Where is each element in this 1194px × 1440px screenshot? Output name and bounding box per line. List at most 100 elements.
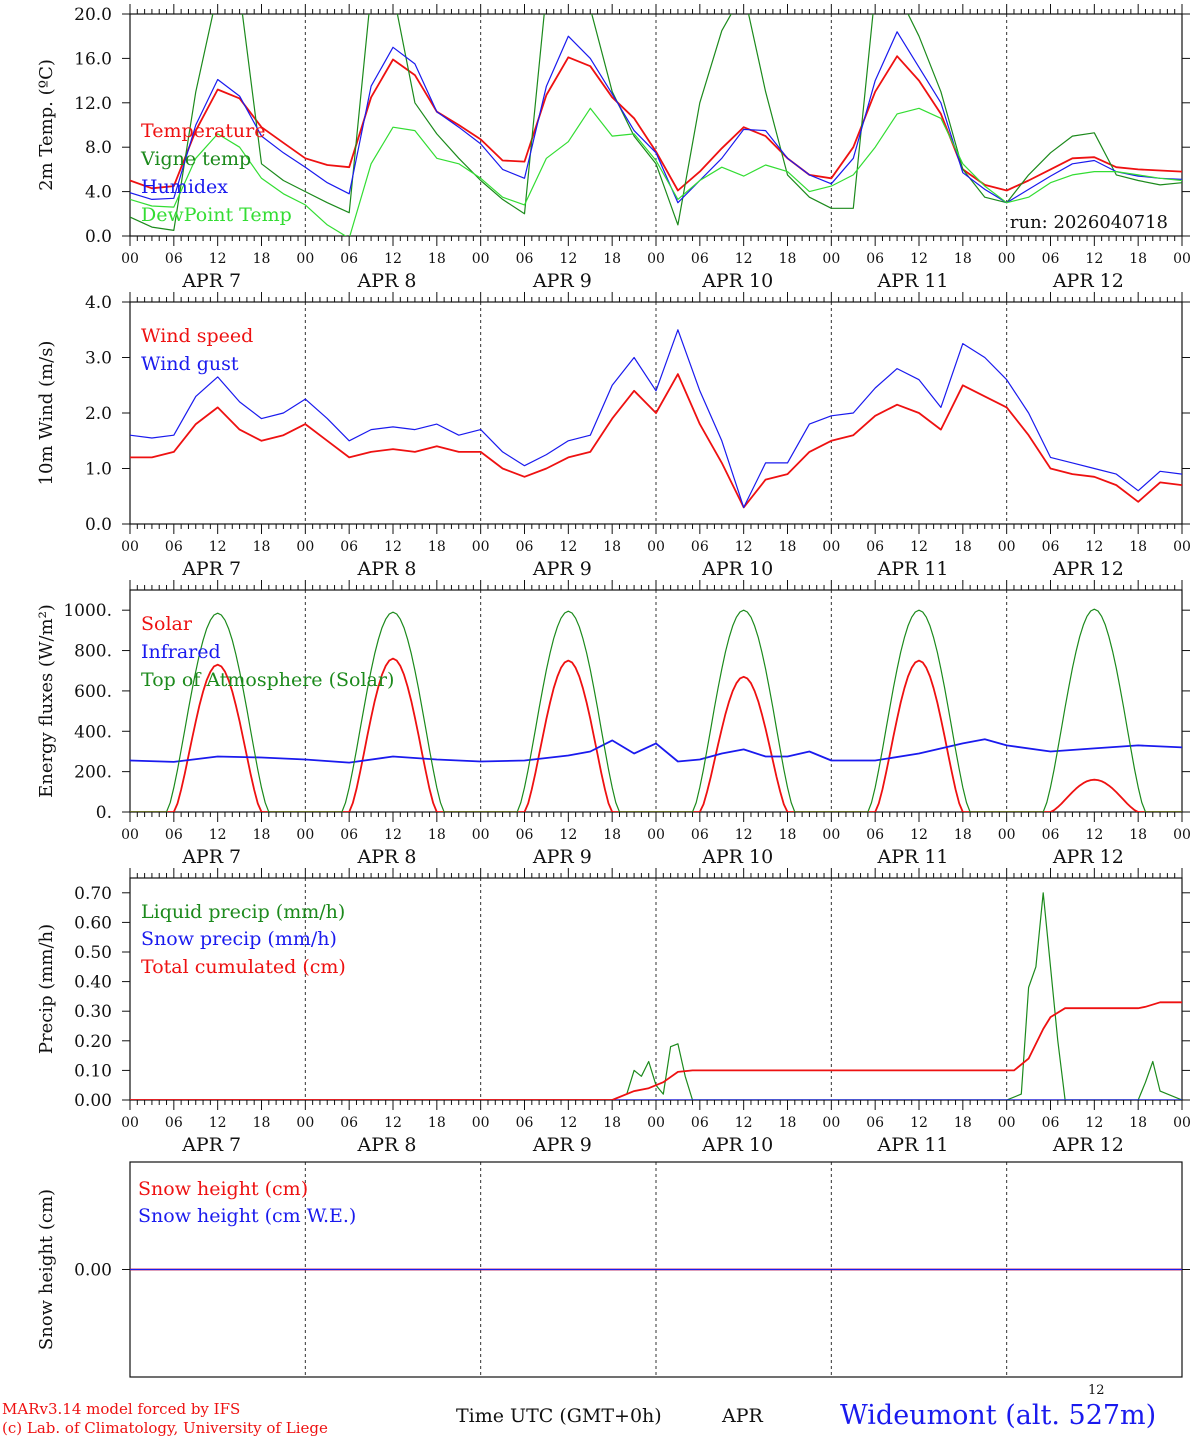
legend-entry: Snow height (cm W.E.) (138, 1205, 356, 1227)
time-axis-label: Time UTC (GMT+0h) (456, 1405, 662, 1427)
y-tick-label: 0.70 (74, 884, 112, 904)
day-label: APR 11 (876, 1134, 948, 1156)
hour-tick-label: 12 (209, 251, 227, 267)
hour-tick-label: 12 (209, 1115, 227, 1131)
hour-tick-label: 00 (121, 1115, 139, 1131)
hour-tick-label: 18 (954, 251, 972, 267)
hour-tick-label: 12 (1085, 539, 1103, 555)
hour-tick-label: 06 (340, 251, 358, 267)
hour-tick-label: 00 (121, 251, 139, 267)
hour-tick-label: 00 (647, 1115, 665, 1131)
hour-tick-label: 00 (998, 827, 1016, 843)
hour-tick-label: 00 (998, 1115, 1016, 1131)
hour-tick-label: 06 (516, 827, 534, 843)
y-tick-label: 1.0 (85, 460, 112, 480)
station-title: Wideumont (alt. 527m) (840, 1400, 1157, 1431)
y-axis-label: 2m Temp. (ºC) (36, 59, 57, 191)
day-label: APR 9 (532, 270, 592, 292)
hour-tick-label: 00 (296, 827, 314, 843)
y-tick-label: 12.0 (74, 94, 112, 114)
day-label: APR 7 (181, 1134, 241, 1156)
y-tick-label: 16.0 (74, 49, 112, 69)
hour-tick-label: 00 (472, 1115, 490, 1131)
hour-tick-label: 18 (428, 1115, 446, 1131)
hour-tick-label: 12 (735, 539, 753, 555)
legend-entry: Liquid precip (mm/h) (141, 901, 345, 923)
day-label: APR 7 (181, 558, 241, 580)
y-tick-label: 0.30 (74, 1002, 112, 1022)
legend-entry: Vigne temp (140, 148, 251, 170)
hour-tick-label: 06 (1042, 827, 1060, 843)
y-tick-label: 600. (74, 682, 112, 702)
hour-tick-label: 12 (1085, 1115, 1103, 1131)
hour-tick-label: 06 (866, 251, 884, 267)
hour-tick-label: 18 (428, 539, 446, 555)
hour-tick-label: 18 (428, 827, 446, 843)
run-annotation: run: 2026040718 (1010, 212, 1168, 233)
hour-tick-label: 06 (691, 539, 709, 555)
y-tick-label: 2.0 (85, 404, 112, 424)
hour-tick-label: 18 (954, 827, 972, 843)
legend-entry: Total cumulated (cm) (141, 956, 346, 978)
hour-tick-label: 18 (1129, 1115, 1147, 1131)
hour-tick-label: 18 (603, 251, 621, 267)
y-tick-label: 800. (74, 642, 112, 662)
legend-entry: Humidex (141, 176, 228, 198)
day-label: APR 9 (532, 846, 592, 868)
day-label: APR 9 (532, 558, 592, 580)
y-tick-label: 0.50 (74, 943, 112, 963)
hour-tick-label: 18 (954, 1115, 972, 1131)
hour-tick-label: 18 (779, 539, 797, 555)
y-axis-label: Precip (mm/h) (36, 924, 57, 1054)
hour-tick-label: 06 (165, 827, 183, 843)
hour-tick-label: 18 (1129, 827, 1147, 843)
hour-tick-label: 00 (472, 827, 490, 843)
panel-1: 00 06 12 18 APR 7 00 06 12 18 APR 8 00 06 12 18 APR 9 0… (36, 4, 1191, 292)
legend-entry: Wind gust (141, 353, 239, 375)
y-axis-label: Energy fluxes (W/m²) (36, 604, 57, 798)
hour-tick-label: 12 (384, 827, 402, 843)
hour-tick-label: 18 (253, 539, 271, 555)
legend-entry: Snow precip (mm/h) (141, 928, 337, 950)
hour-tick-label: 00 (822, 1115, 840, 1131)
day-label: APR 7 (181, 846, 241, 868)
lab-line: (c) Lab. of Climatology, University of L… (2, 1419, 328, 1437)
series-line-liquid-precip-mm-h- (130, 892, 1182, 1100)
legend-entry: DewPoint Temp (141, 204, 292, 226)
legend-entry: Snow height (cm) (138, 1178, 308, 1200)
hour-tick-label: 00 (647, 251, 665, 267)
y-tick-label: 4.0 (85, 293, 112, 313)
hour-tick-label: 06 (691, 827, 709, 843)
series-line-infrared (130, 738, 1182, 764)
series-group (130, 608, 1182, 812)
y-tick-label: 200. (74, 763, 112, 783)
panel-4: 00 06 12 18 APR 7 00 06 12 18 APR 8 00 06 12 18 APR 9 0… (36, 868, 1191, 1156)
day-label: APR 9 (532, 1134, 592, 1156)
y-axis-label: Snow height (cm) (36, 1189, 57, 1350)
day-label: APR 10 (701, 1134, 773, 1156)
hour-tick-label: 12 (559, 251, 577, 267)
legend-entry: Infrared (141, 641, 221, 663)
day-label: APR 8 (357, 270, 417, 292)
y-axis-label: 10m Wind (m/s) (36, 341, 57, 486)
hour-tick-label: 06 (866, 1115, 884, 1131)
y-tick-label: 8.0 (85, 138, 112, 158)
hour-tick-label: 06 (1042, 251, 1060, 267)
day-label: APR 11 (876, 270, 948, 292)
legend-entry: Temperature (141, 120, 265, 142)
y-tick-label: 4.0 (85, 183, 112, 203)
hour-tick-label: 18 (603, 1115, 621, 1131)
y-tick-label: 0.0 (85, 227, 112, 247)
y-tick-label: 0.00 (74, 1261, 112, 1281)
hour-tick-label: 18 (253, 827, 271, 843)
hour-tick-label: 06 (691, 251, 709, 267)
hour-tick-label: 12 (910, 827, 928, 843)
hour-tick-label: 06 (516, 1115, 534, 1131)
hour-tick-label: 12 (559, 827, 577, 843)
hour-tick-label: 12 (735, 251, 753, 267)
hour-tick-label: 00 (472, 251, 490, 267)
hour-tick-label: 12 (910, 539, 928, 555)
series-line-total-cumulated-cm- (130, 1001, 1182, 1100)
hour-tick-label: 06 (866, 539, 884, 555)
hour-tick-label: 12 (735, 827, 753, 843)
